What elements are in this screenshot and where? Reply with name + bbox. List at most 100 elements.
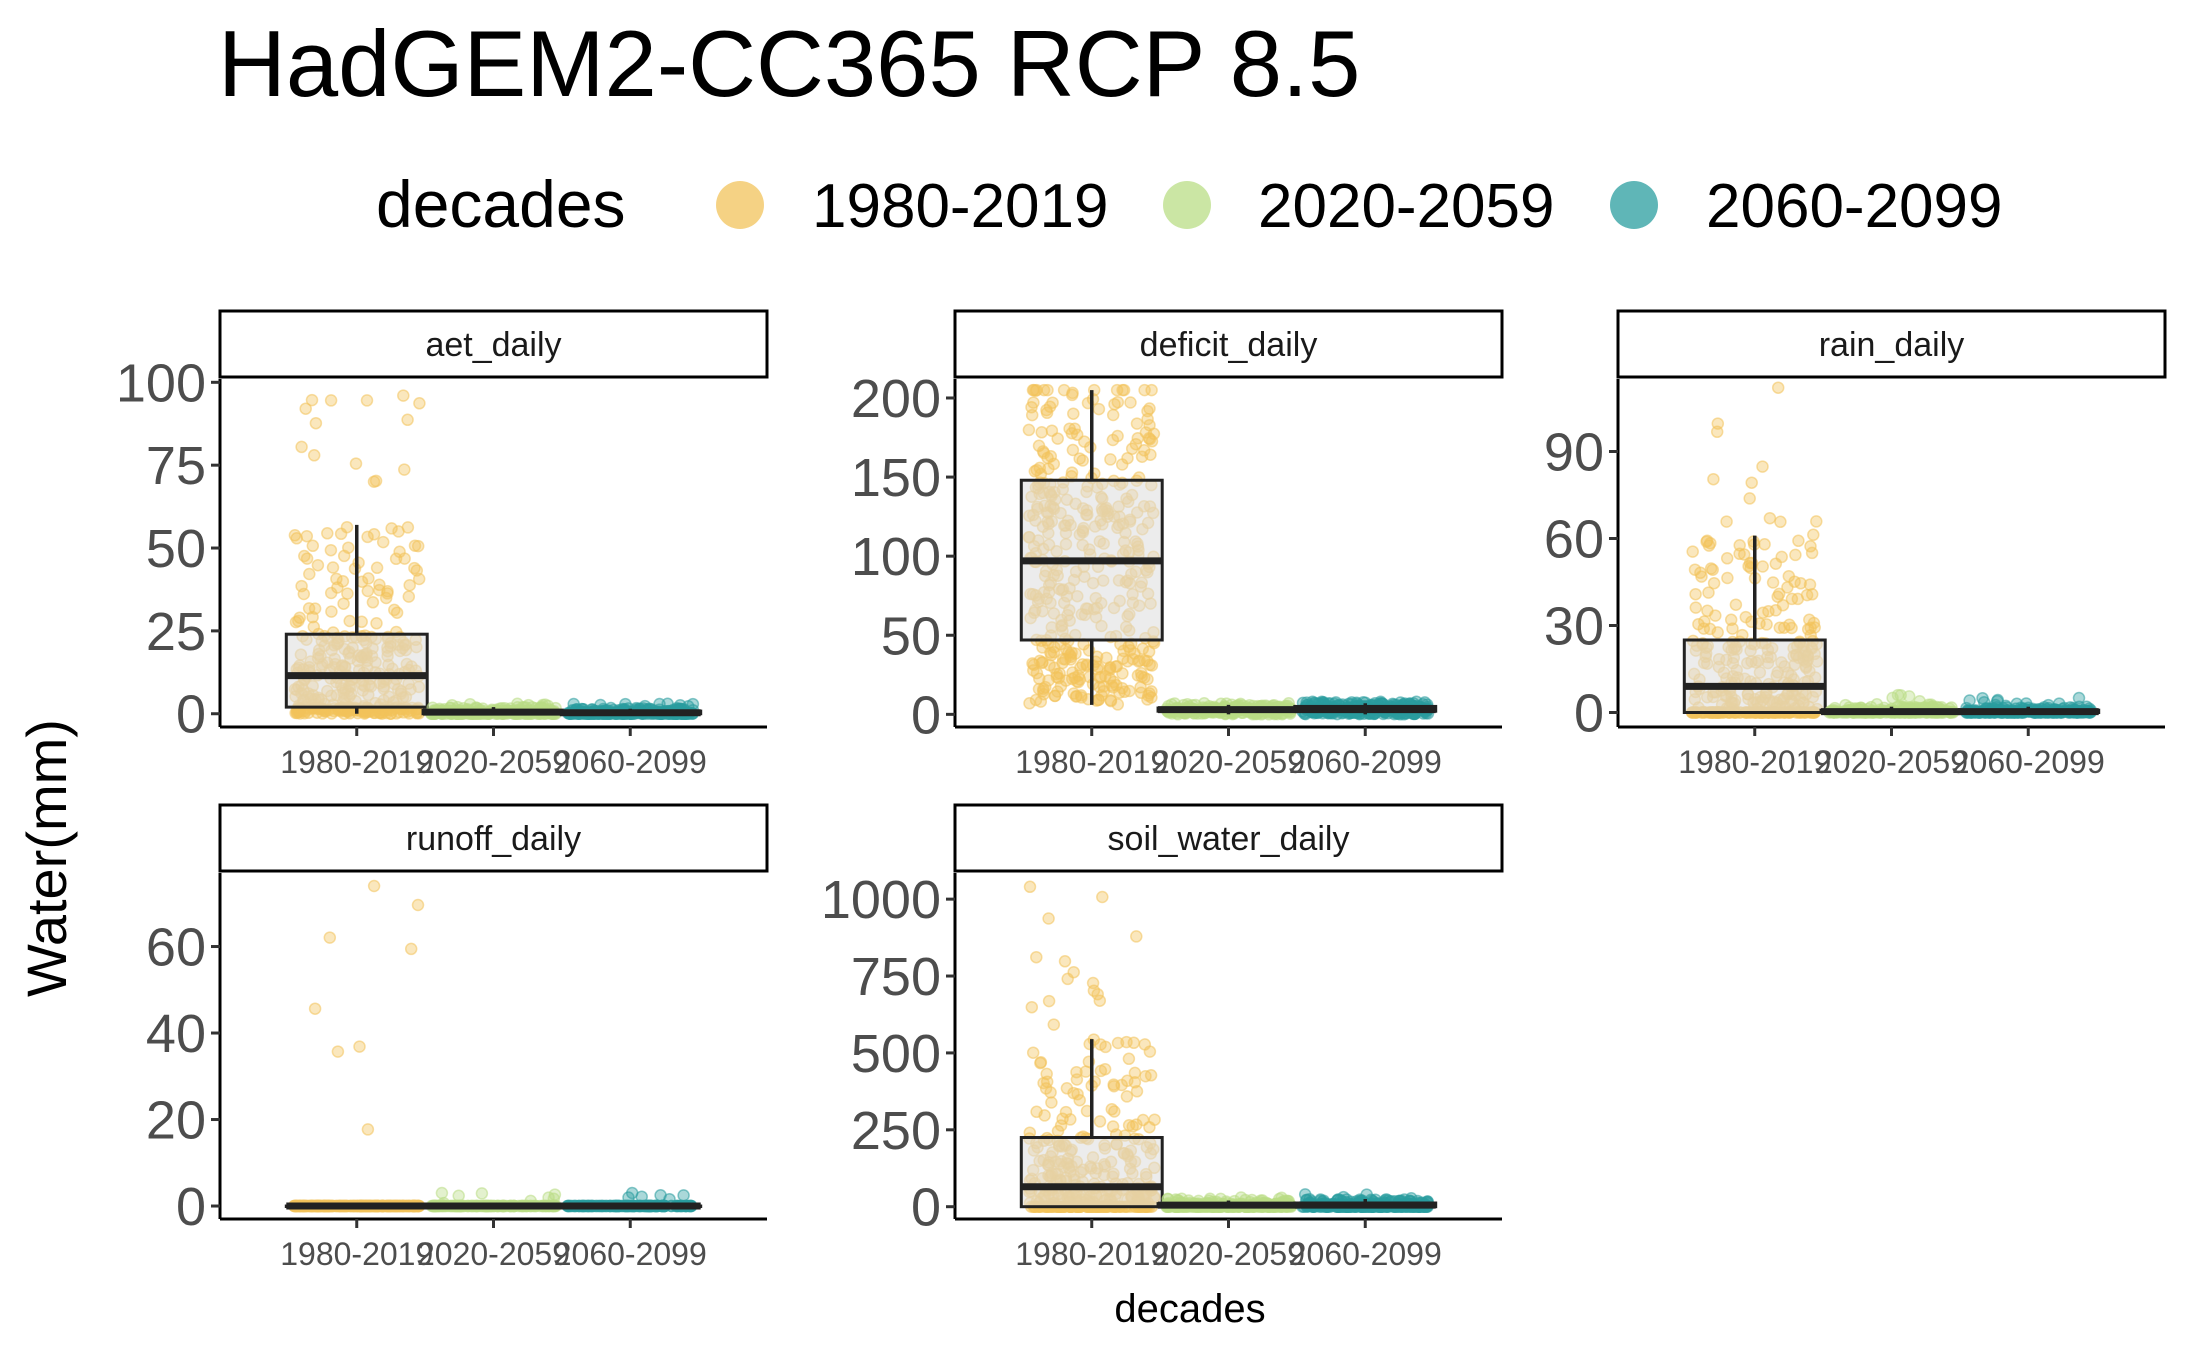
data-point [326, 561, 340, 574]
data-point [1130, 1085, 1144, 1098]
data-point [389, 552, 403, 566]
y-tick-label: 30 [1544, 597, 1604, 657]
data-point [299, 402, 312, 415]
data-point [1142, 645, 1156, 658]
data-point [1116, 383, 1129, 397]
legend-swatch [1610, 181, 1658, 229]
data-point [321, 527, 334, 540]
data-point [324, 394, 338, 407]
data-point [370, 561, 384, 575]
data-point [1703, 622, 1717, 636]
data-point [1111, 1036, 1125, 1050]
data-point [1026, 1046, 1040, 1059]
data-point [305, 393, 319, 407]
iqr-box [1682, 638, 1827, 714]
data-point [1078, 435, 1091, 448]
chart-title: HadGEM2-CC365 RCP 8.5 [218, 11, 1360, 116]
data-point [1096, 890, 1109, 904]
data-point [1041, 383, 1054, 397]
data-point [401, 413, 414, 427]
panel-deficit_daily: deficit_daily 0 50 100 150 200 1980-20192020-2… [851, 309, 1504, 780]
data-point [1067, 407, 1080, 420]
data-point [1773, 621, 1787, 634]
data-point [1707, 472, 1720, 486]
iqr-box [284, 632, 429, 709]
data-point [1122, 1052, 1136, 1066]
data-point [1138, 383, 1151, 397]
data-point [361, 584, 375, 598]
data-point [295, 440, 308, 454]
data-point [1104, 694, 1118, 708]
data-point [1804, 540, 1817, 553]
y-tick-label: 60 [1544, 510, 1604, 570]
facet-label: aet_daily [425, 326, 561, 364]
y-tick-label: 40 [146, 1004, 206, 1064]
legend-label: 2060-2099 [1706, 172, 2003, 241]
data-point [1079, 1065, 1093, 1078]
data-point [1073, 1093, 1086, 1107]
data-point [1758, 538, 1771, 551]
data-point [306, 539, 320, 553]
y-tick-label: 1000 [821, 870, 941, 930]
x-axis-label: decades [1114, 1287, 1265, 1331]
facet-label: rain_daily [1819, 326, 1965, 364]
data-point [1702, 586, 1715, 599]
data-point [1025, 408, 1039, 422]
x-tick-label: 2020-2059 [417, 1236, 570, 1272]
data-point [1756, 560, 1769, 573]
data-point [1035, 426, 1048, 439]
data-point [1133, 654, 1146, 667]
panel-runoff_daily: runoff_daily 0 20 40 60 1980-20192020-2059206… [146, 803, 769, 1272]
data-point [1030, 950, 1043, 964]
data-point [1977, 695, 1991, 709]
iqr-box [1019, 1135, 1164, 1209]
data-point [1704, 562, 1718, 575]
data-point [1106, 408, 1120, 422]
data-point [1686, 545, 1699, 558]
y-tick-label: 75 [146, 436, 206, 496]
data-point [331, 1045, 345, 1058]
data-point [1051, 432, 1064, 445]
data-point [1130, 930, 1143, 943]
data-point [1111, 429, 1124, 443]
data-point [1139, 1069, 1152, 1083]
data-point [324, 543, 338, 557]
data-point [1726, 622, 1739, 635]
data-point [412, 572, 426, 586]
y-tick-label: 0 [911, 685, 941, 745]
data-point [1037, 1076, 1050, 1090]
data-point [393, 545, 406, 559]
data-point [369, 474, 383, 488]
data-point [1135, 450, 1149, 463]
x-tick-label: 2020-2059 [1815, 744, 1968, 780]
data-point [308, 1002, 322, 1015]
data-point [1070, 675, 1084, 688]
data-point [343, 614, 356, 628]
data-point [1065, 466, 1079, 479]
y-axis-label: Water(mm) [15, 719, 78, 997]
legend-label: 1980-2019 [812, 172, 1109, 241]
data-point [1046, 396, 1059, 409]
box-1980-2019 [284, 1202, 429, 1210]
data-point [362, 572, 375, 585]
data-point [1143, 1120, 1156, 1134]
data-point [1125, 442, 1139, 455]
y-tick-label: 60 [146, 918, 206, 978]
data-point [1042, 912, 1055, 925]
facet-strip [218, 309, 769, 379]
y-tick-label: 200 [851, 369, 941, 429]
data-point [353, 1040, 366, 1053]
data-point [1099, 1040, 1112, 1054]
x-tick-label: 2020-2059 [1152, 744, 1305, 780]
data-point [1120, 1090, 1134, 1103]
facet-label: deficit_daily [1140, 326, 1318, 364]
data-point [1775, 550, 1788, 564]
data-point [341, 587, 354, 600]
data-point [1108, 397, 1121, 411]
data-point [402, 590, 416, 603]
data-point [300, 529, 314, 543]
data-point [1810, 515, 1823, 528]
data-point [1023, 880, 1037, 894]
data-point [311, 558, 325, 572]
